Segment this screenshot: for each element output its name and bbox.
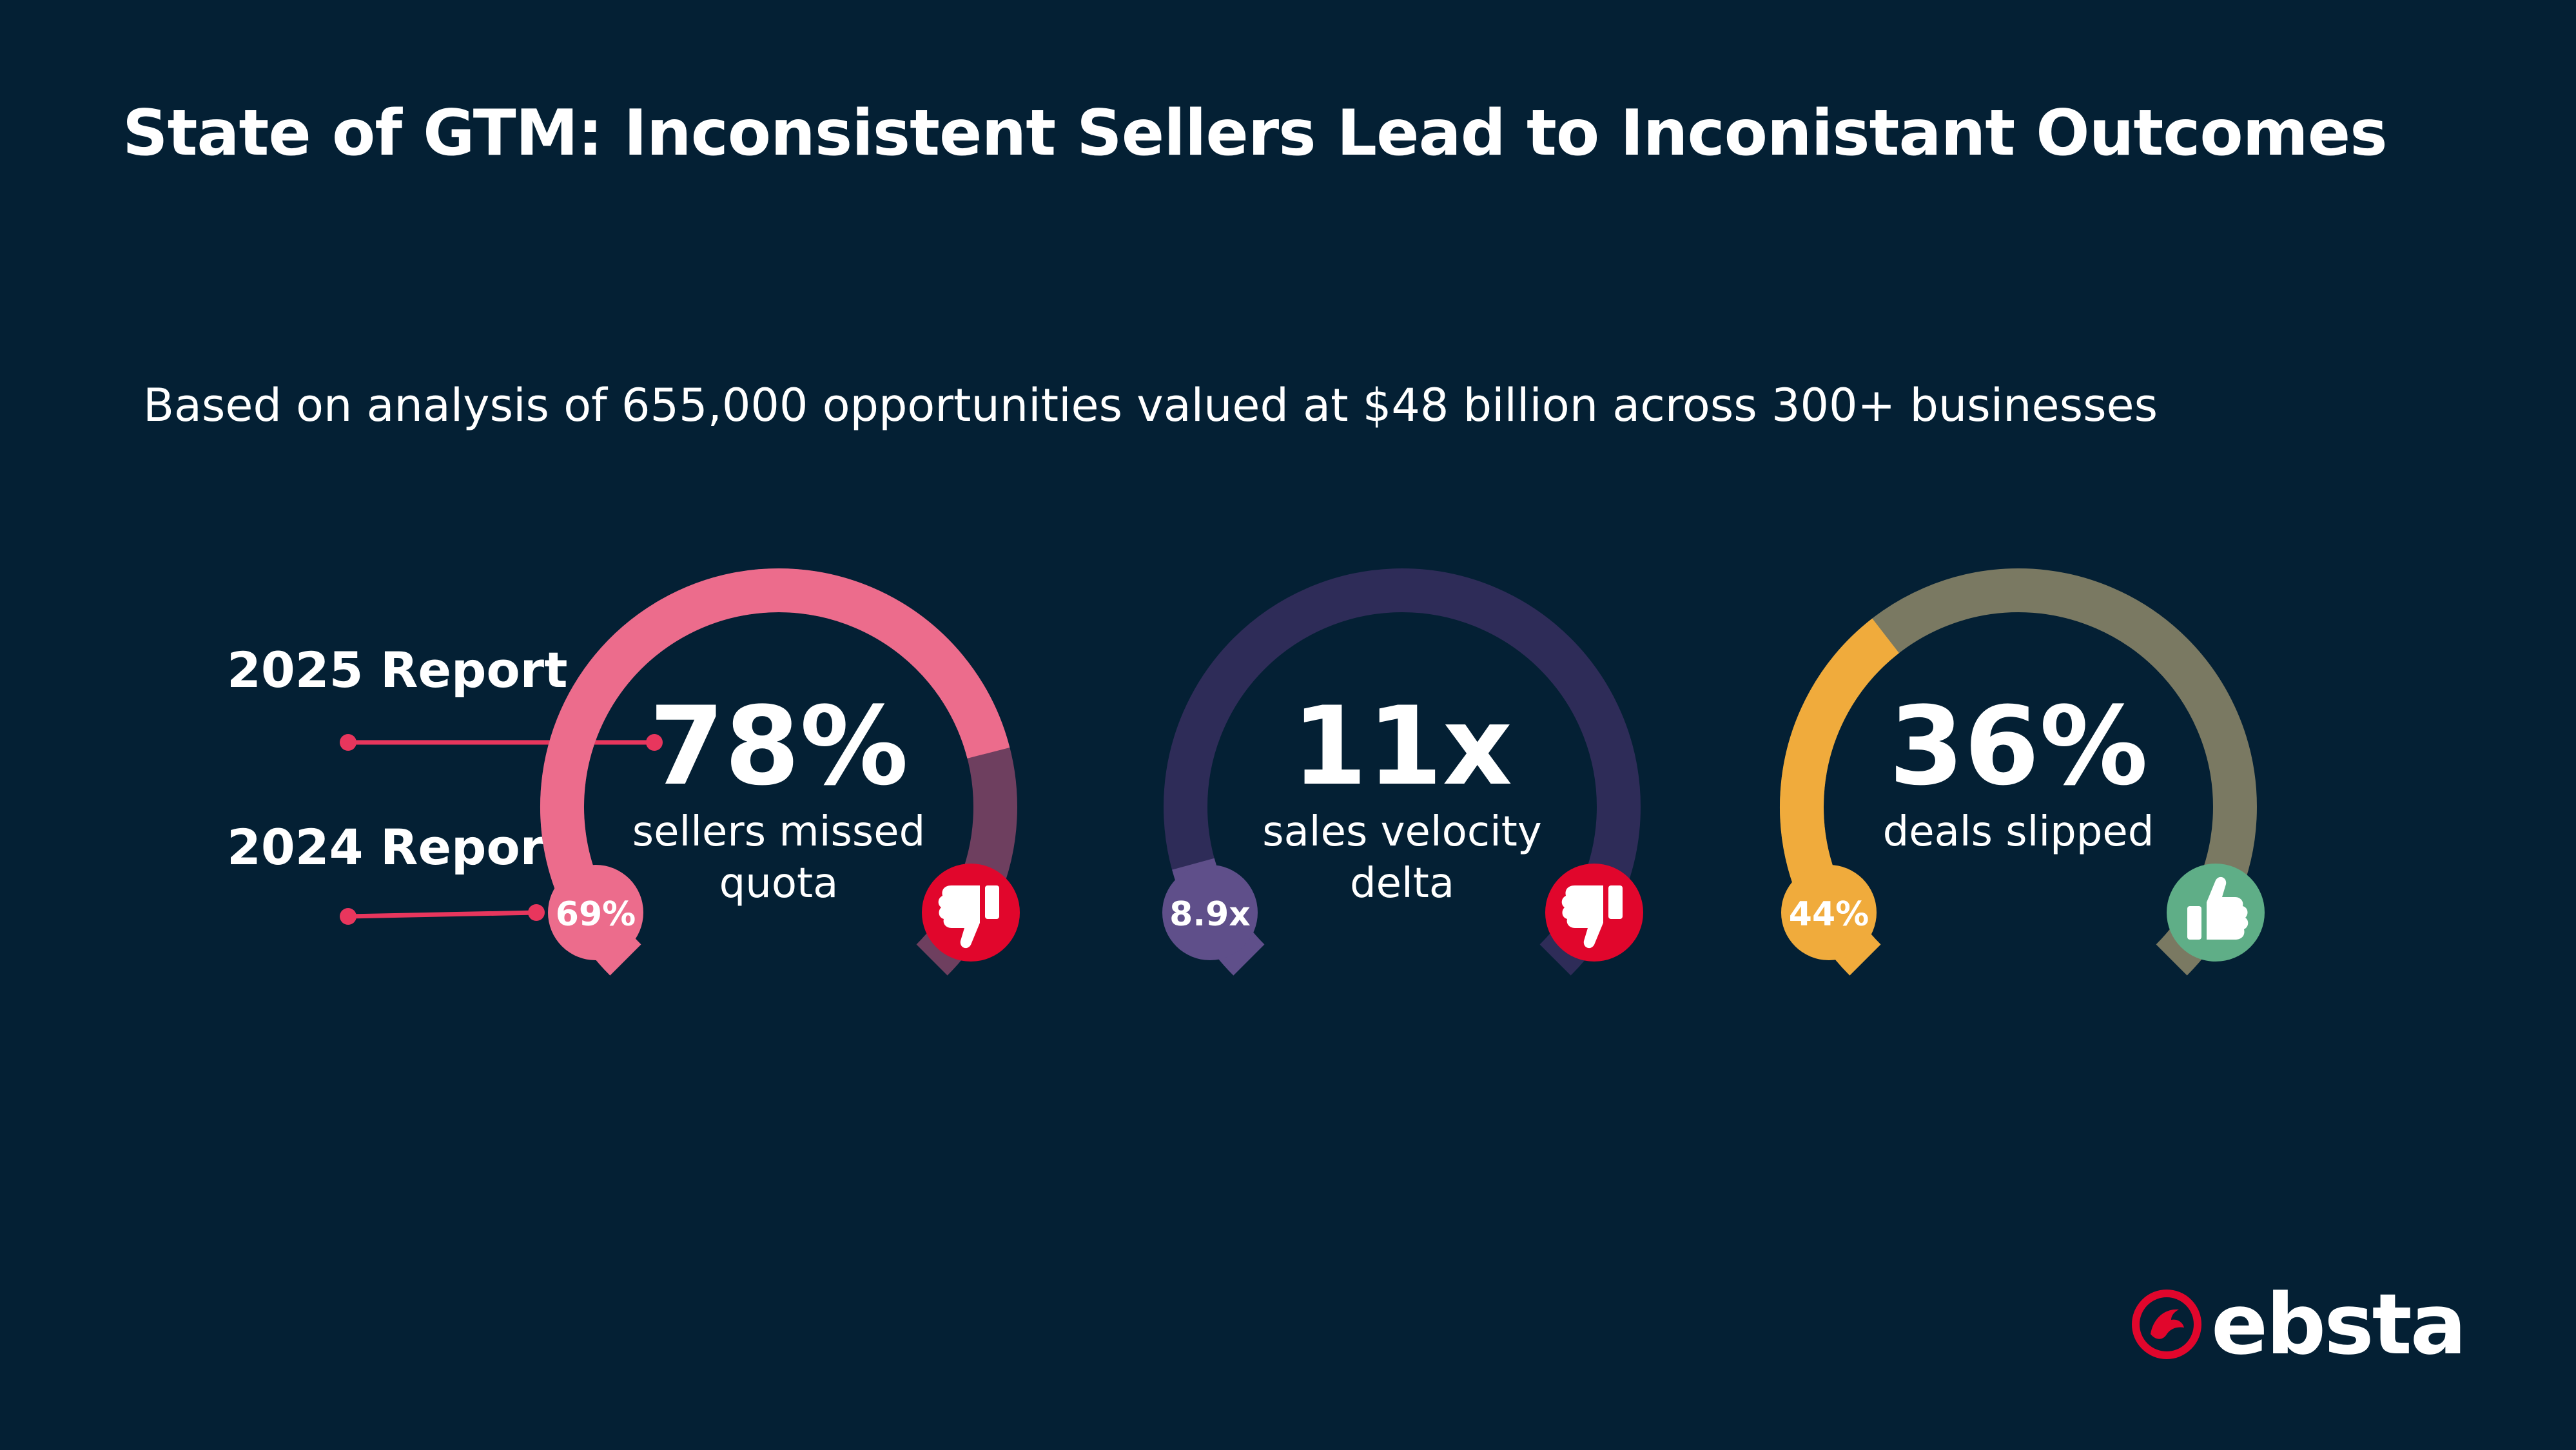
legend-2024-dot-start xyxy=(340,908,356,925)
gauge-deals-slipped: 36% deals slipped 44% xyxy=(1780,568,2265,976)
ebsta-bird-icon xyxy=(2132,1290,2201,1359)
gauge-2-caption-line1: sales velocity xyxy=(1262,808,1542,856)
legend-2024-connector xyxy=(347,910,537,919)
gauge-1-previous-value: 69% xyxy=(556,895,636,934)
gauge-2-remainder-arc xyxy=(1164,568,1641,976)
gauge-3-previous-value: 44% xyxy=(1789,895,1869,934)
ebsta-logo: ebsta xyxy=(2131,1275,2466,1373)
thumbs-down-icon xyxy=(922,864,1020,962)
thumbs-up-icon xyxy=(2167,864,2265,962)
gauge-1-caption-line1: sellers missed xyxy=(632,808,925,856)
legend-2025-dot-end xyxy=(646,734,663,751)
legend-2025-label: 2025 Report xyxy=(227,641,568,699)
legend-2024-label: 2024 Report xyxy=(227,818,568,876)
gauge-sellers-missed-quota: 78% sellers missed quota 69% xyxy=(540,568,1020,976)
gauge-sales-velocity-delta: 11x sales velocity delta 8.9x xyxy=(1162,568,1643,976)
legend-2024-dot-end xyxy=(528,904,545,921)
gauge-2-caption-line2: delta xyxy=(1350,860,1454,907)
gauge-1-value: 78% xyxy=(649,683,908,809)
gauge-1-previous-badge xyxy=(548,865,643,960)
gauge-1-caption-line2: quota xyxy=(719,860,839,907)
thumbs-down-icon xyxy=(1545,864,1643,962)
gauge-3-caption-line1: deals slipped xyxy=(1883,808,2154,856)
gauge-3-value: 36% xyxy=(1889,683,2148,809)
gauge-2-previous-badge xyxy=(1162,865,1258,960)
ebsta-logo-text: ebsta xyxy=(2211,1275,2466,1373)
gauge-3-previous-badge xyxy=(1781,865,1877,960)
legend-2025-dot-start xyxy=(340,734,356,751)
gauge-2-previous-value: 8.9x xyxy=(1169,895,1251,934)
gauge-1-value-arc xyxy=(540,568,1010,976)
page-subtitle: Based on analysis of 655,000 opportuniti… xyxy=(143,379,2158,432)
gauge-2-value: 11x xyxy=(1292,683,1512,809)
page-title: State of GTM: Inconsistent Sellers Lead … xyxy=(122,97,2388,170)
legend-connectors xyxy=(340,734,663,925)
